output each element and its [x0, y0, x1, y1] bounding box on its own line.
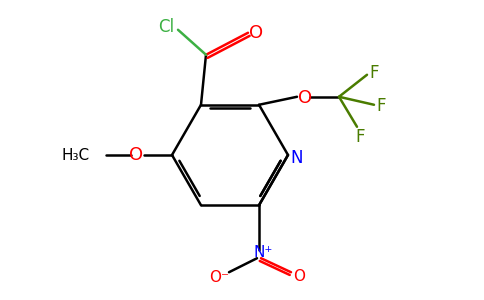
Text: F: F	[369, 64, 379, 82]
Text: N: N	[291, 149, 303, 167]
Text: O: O	[129, 146, 143, 164]
Text: O⁻: O⁻	[209, 270, 229, 285]
Text: Cl: Cl	[158, 18, 174, 36]
Text: O: O	[293, 269, 305, 284]
Text: F: F	[376, 97, 386, 115]
Text: O: O	[249, 24, 263, 42]
Text: F: F	[355, 128, 365, 146]
Text: H₃C: H₃C	[62, 148, 90, 163]
Text: N⁺: N⁺	[253, 245, 272, 260]
Text: O: O	[298, 89, 312, 107]
